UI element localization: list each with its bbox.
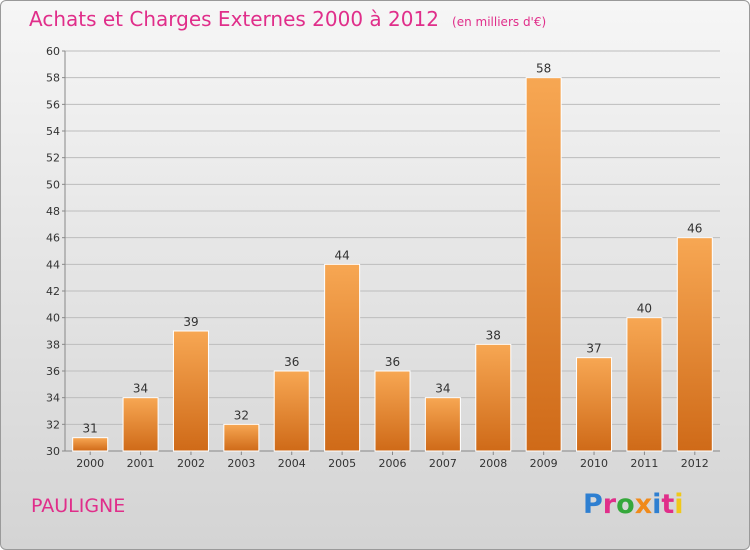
bar-2009 — [525, 77, 562, 452]
y-tick-label: 54 — [46, 125, 60, 138]
y-tick-label: 50 — [46, 178, 60, 191]
x-tick-label-2008: 2008 — [479, 457, 507, 470]
x-tick-label-2006: 2006 — [379, 457, 407, 470]
chart-unit: (en milliers d'€) — [452, 15, 547, 29]
chart-title: Achats et Charges Externes 2000 à 2012 (… — [29, 7, 546, 31]
y-tick-label: 38 — [46, 338, 60, 351]
data-label-2003: 32 — [234, 408, 249, 422]
commune-name: PAULIGNE — [31, 495, 126, 517]
y-tick-label: 44 — [46, 258, 60, 271]
logo-letter: r — [602, 489, 617, 520]
data-label-2005: 44 — [334, 248, 349, 262]
y-tick-label: 46 — [46, 232, 60, 245]
y-tick-label: 40 — [46, 312, 60, 325]
data-label-2007: 34 — [435, 382, 450, 396]
x-tick-label-2009: 2009 — [530, 457, 558, 470]
y-tick-label: 34 — [46, 392, 60, 405]
logo-letter: x — [634, 489, 653, 520]
y-tick-label: 52 — [46, 152, 60, 165]
data-label-2006: 36 — [385, 355, 400, 369]
bar-2007 — [424, 397, 461, 452]
logo-letter: o — [616, 489, 635, 520]
bar-2000 — [72, 437, 109, 452]
data-label-2010: 37 — [586, 342, 601, 356]
y-tick-label: 32 — [46, 418, 60, 431]
bar-2004 — [273, 370, 310, 452]
data-label-2011: 40 — [637, 302, 652, 316]
data-label-2002: 39 — [183, 315, 198, 329]
bar-2002 — [172, 330, 209, 452]
bar-2005 — [324, 263, 361, 452]
data-label-2012: 46 — [687, 222, 702, 236]
y-tick-label: 48 — [46, 205, 60, 218]
x-tick-label-2002: 2002 — [177, 457, 205, 470]
x-tick-label-2000: 2000 — [76, 457, 104, 470]
bar-2008 — [475, 343, 512, 452]
bar-2001 — [122, 397, 159, 452]
data-label-2009: 58 — [536, 62, 551, 76]
x-tick-label-2010: 2010 — [580, 457, 608, 470]
y-tick-label: 36 — [46, 365, 60, 378]
x-tick-label-2003: 2003 — [227, 457, 255, 470]
y-tick-label: 30 — [46, 445, 60, 458]
bar-2006 — [374, 370, 411, 452]
y-tick-label: 42 — [46, 285, 60, 298]
x-tick-label-2011: 2011 — [630, 457, 658, 470]
x-tick-label-2007: 2007 — [429, 457, 457, 470]
x-tick-label-2001: 2001 — [127, 457, 155, 470]
bar-2012 — [676, 237, 713, 452]
bar-2003 — [223, 423, 260, 452]
proxiti-logo: Proxiti — [583, 489, 684, 520]
x-tick-label-2012: 2012 — [681, 457, 709, 470]
data-label-2000: 31 — [83, 422, 98, 436]
logo-letter: P — [583, 489, 603, 520]
chart-title-text: Achats et Charges Externes 2000 à 2012 — [29, 7, 439, 31]
x-tick-label-2004: 2004 — [278, 457, 306, 470]
data-label-2004: 36 — [284, 355, 299, 369]
y-tick-label: 56 — [46, 98, 60, 111]
logo-letter: t — [661, 489, 675, 520]
y-tick-label: 58 — [46, 72, 60, 85]
data-label-2001: 34 — [133, 382, 148, 396]
bar-2010 — [576, 357, 613, 452]
logo-letter: i — [652, 489, 662, 520]
logo-letter: i — [674, 489, 684, 520]
bar-2011 — [626, 317, 663, 452]
data-label-2008: 38 — [486, 328, 501, 342]
y-tick-label: 60 — [46, 45, 60, 58]
x-tick-label-2005: 2005 — [328, 457, 356, 470]
